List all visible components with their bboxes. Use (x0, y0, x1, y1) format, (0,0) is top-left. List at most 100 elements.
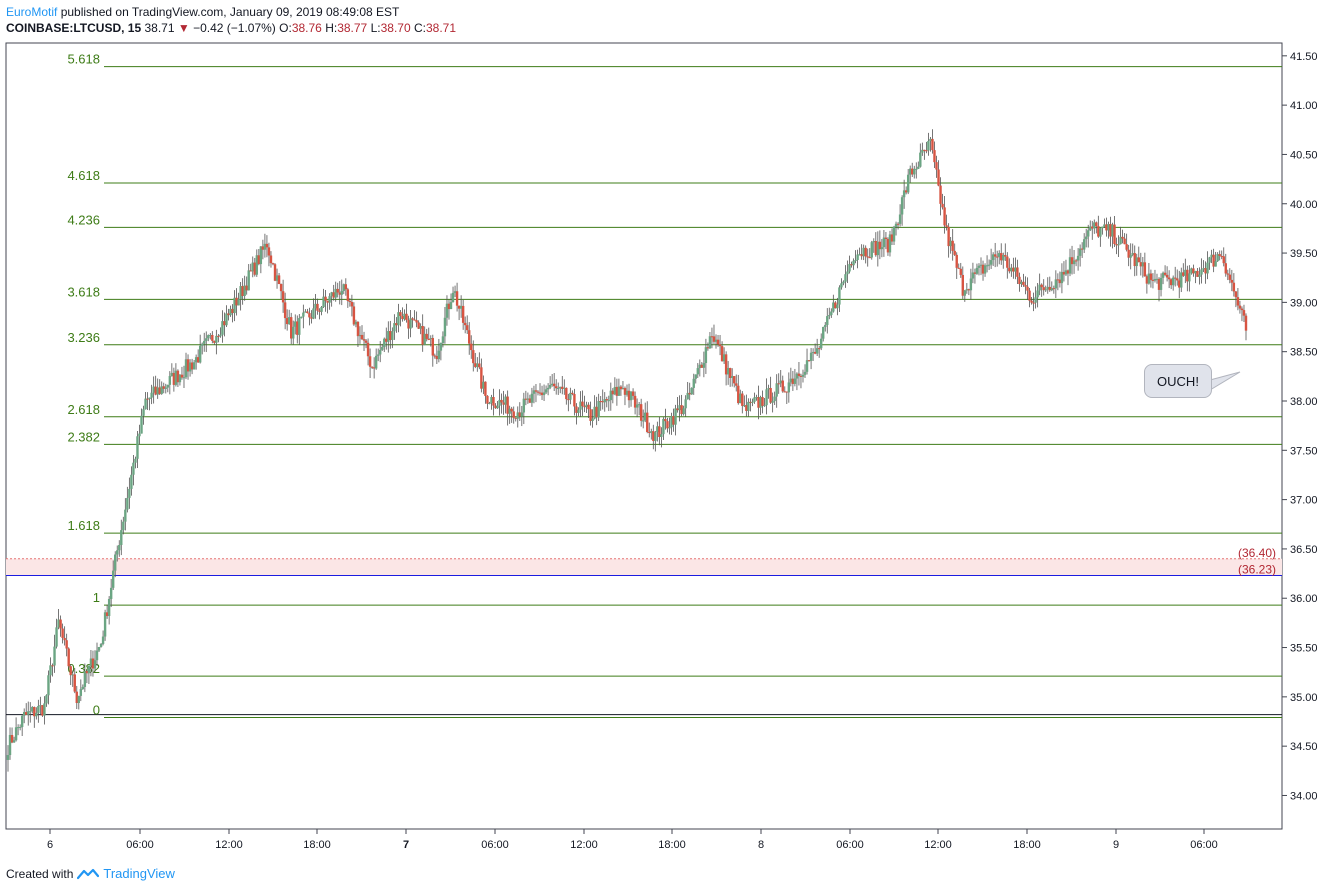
candle (550, 374, 554, 387)
candle (797, 361, 801, 386)
candle-body (949, 240, 952, 247)
candle-body (482, 381, 485, 389)
candle-body (1024, 285, 1027, 287)
candle-body (1012, 267, 1015, 272)
price-chart[interactable]: (36.40) (36.23) 5.618 4.618 4.236 3.618 3.236… (0, 0, 1334, 860)
candle-body (397, 312, 400, 326)
candle (957, 263, 960, 269)
candle-body (200, 343, 204, 346)
candle-body (221, 321, 224, 335)
candle-body (1054, 279, 1058, 289)
candle (338, 281, 341, 305)
candle-body (613, 386, 617, 395)
candle-body (601, 401, 604, 403)
candle (1159, 273, 1163, 297)
candle-body (947, 226, 950, 247)
candle-body (828, 315, 831, 317)
candle (482, 375, 485, 395)
candle (461, 299, 465, 330)
tradingview-brand[interactable]: TradingView (103, 866, 175, 881)
candle (243, 275, 246, 301)
candle (265, 235, 269, 258)
candle-body (63, 637, 66, 641)
candle-body (1066, 270, 1070, 274)
candle-body (1123, 238, 1126, 245)
candle (1202, 260, 1205, 272)
candle-body (805, 360, 809, 372)
candle-body (923, 149, 926, 151)
candle-body (1192, 268, 1195, 274)
candle-body (623, 388, 627, 395)
candle (842, 280, 845, 286)
time-tick-label: 9 (1113, 839, 1119, 851)
candle-body (81, 686, 85, 690)
candle-body (518, 412, 521, 417)
candle-body (658, 426, 661, 437)
candle-body (59, 619, 62, 629)
candle (247, 264, 250, 291)
candle-body (148, 397, 151, 400)
candle-body (860, 254, 863, 257)
candle (261, 239, 265, 260)
candle (1101, 226, 1104, 235)
candle-body (809, 352, 813, 361)
open-value: 38.76 (291, 21, 322, 35)
candle (476, 357, 479, 372)
candle (967, 288, 971, 296)
candle-body (783, 391, 786, 393)
author-link[interactable]: EuroMotif (6, 5, 58, 19)
fib-label: 2.382 (67, 429, 100, 444)
candle-body (302, 312, 305, 317)
candle (128, 477, 131, 509)
candle (267, 242, 271, 267)
candle (532, 385, 536, 404)
candle-body (25, 712, 28, 715)
candle-body (876, 241, 880, 256)
candle (951, 229, 954, 261)
candle (152, 376, 155, 404)
candle (294, 314, 297, 335)
ouch-callout[interactable]: OUCH! (1144, 364, 1212, 398)
time-axis[interactable]: 6 06:00 12:00 18:00 7 06:00 12:00 18:00 8 06:00 12… (47, 829, 1218, 851)
candle-body (465, 325, 469, 331)
candle-body (542, 392, 546, 396)
candle (354, 319, 358, 328)
candle (1068, 248, 1072, 277)
candle-body (550, 383, 554, 386)
candle-body (20, 715, 24, 727)
candle (646, 401, 649, 434)
candle (114, 551, 117, 578)
candle (508, 405, 511, 424)
candle-body (1018, 276, 1021, 285)
candle (1188, 265, 1191, 292)
candle-body (884, 237, 888, 240)
candle (728, 367, 732, 387)
candle (874, 232, 878, 257)
candle-body (128, 488, 131, 498)
candle (263, 233, 267, 258)
candle-body (878, 241, 882, 250)
candle (1038, 273, 1041, 296)
candle-body (1121, 236, 1124, 239)
fib-extension[interactable]: 5.618 4.618 4.236 3.618 3.236 2.618 2.382 1.618… (67, 52, 1282, 719)
candle (1014, 257, 1017, 280)
candle-body (569, 392, 572, 400)
price-axis[interactable]: 34.00 34.50 35.00 35.50 36.00 36.50 37.00 37.50… (1282, 51, 1318, 803)
candle (745, 394, 748, 417)
candle (8, 727, 12, 760)
candle (1048, 276, 1051, 292)
candle (211, 331, 214, 344)
candle-body (749, 401, 752, 403)
candle-body (368, 356, 372, 367)
candle-body (1032, 302, 1035, 304)
candle (530, 387, 534, 407)
candle (1218, 250, 1221, 261)
candle-body (579, 401, 582, 410)
candle-body (328, 296, 331, 303)
candle-body (939, 185, 942, 204)
candle-body (975, 267, 979, 274)
candle (898, 204, 902, 227)
candle (154, 375, 157, 396)
candle-body (243, 285, 246, 296)
candle-body (332, 292, 335, 298)
